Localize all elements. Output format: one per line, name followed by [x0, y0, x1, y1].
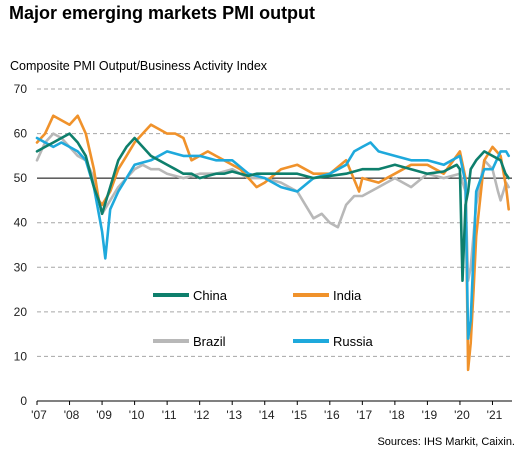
grid-lines — [37, 88, 512, 402]
legend: China India Brazil Russia — [153, 288, 374, 349]
source-note: Sources: IHS Markit, Caixin. — [377, 436, 515, 448]
x-tick-label: '17 — [357, 408, 373, 422]
y-tick-label: 10 — [14, 349, 28, 363]
x-tick-label: '20 — [454, 408, 470, 422]
x-axis-ticks: '07 '08 '09 '10 '11 '12 '13 '14 '15 '16 '17 '18 '19 '… — [31, 401, 503, 422]
y-tick-label: 50 — [14, 171, 28, 185]
x-tick-label: '10 — [129, 408, 145, 422]
x-tick-label: '12 — [194, 408, 210, 422]
series-line-china — [35, 132, 511, 283]
y-tick-label: 0 — [20, 394, 27, 408]
y-tick-label: 60 — [14, 127, 28, 141]
legend-label-china: China — [193, 288, 228, 303]
legend-label-brazil: Brazil — [193, 334, 226, 349]
x-tick-label: '15 — [291, 408, 307, 422]
x-tick-label: '19 — [422, 408, 438, 422]
y-tick-label: 70 — [14, 82, 28, 96]
x-tick-label: '18 — [389, 408, 405, 422]
x-tick-label: '09 — [96, 408, 112, 422]
x-tick-label: '08 — [64, 408, 80, 422]
x-tick-label: '11 — [162, 408, 177, 422]
legend-label-india: India — [333, 288, 362, 303]
x-tick-label: '13 — [226, 408, 242, 422]
y-tick-label: 20 — [14, 305, 28, 319]
y-axis-label: Composite PMI Output/Business Activity I… — [10, 59, 268, 73]
chart-title: Major emerging markets PMI output — [9, 3, 316, 23]
series-line-brazil — [35, 132, 511, 283]
x-tick-label: '21 — [487, 408, 503, 422]
y-tick-label: 30 — [14, 260, 28, 274]
y-axis-ticks: 0 10 20 30 40 50 60 70 — [14, 82, 28, 408]
y-tick-label: 40 — [14, 216, 28, 230]
x-tick-label: '16 — [324, 408, 340, 422]
series-lines — [35, 114, 511, 372]
x-tick-label: '14 — [259, 408, 275, 422]
legend-label-russia: Russia — [333, 334, 374, 349]
x-tick-label: '07 — [31, 408, 47, 422]
series-line-russia — [35, 136, 511, 340]
